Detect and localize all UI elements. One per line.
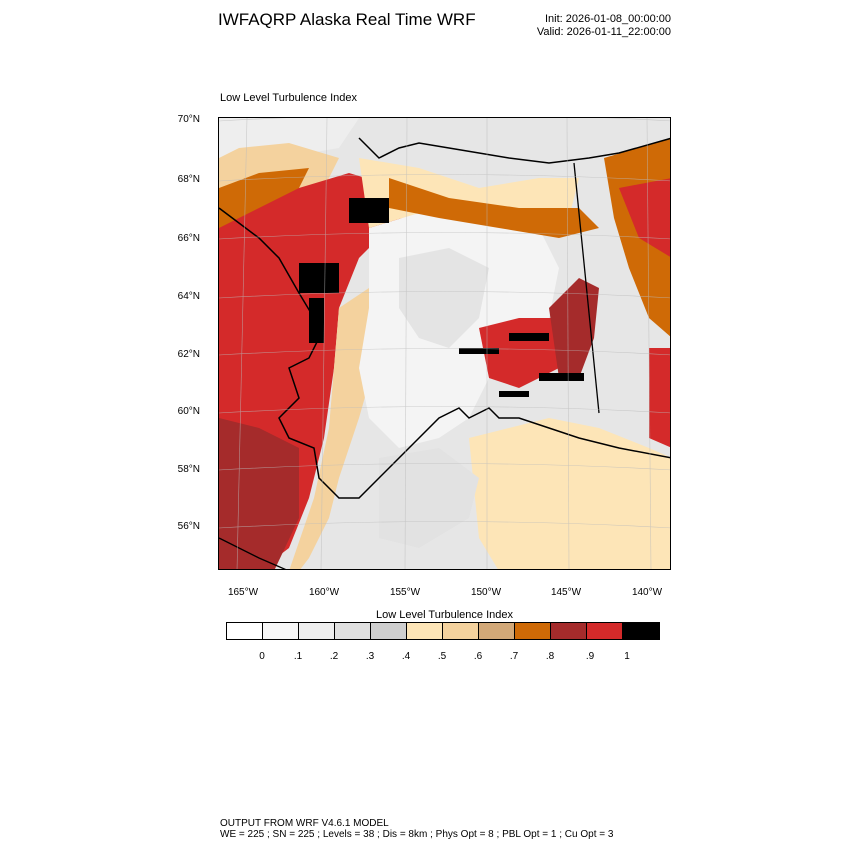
lat-label: 68°N — [177, 174, 200, 185]
lon-label: 145°W — [550, 587, 582, 598]
lon-label: 165°W — [227, 587, 259, 598]
lat-label: 64°N — [177, 291, 200, 302]
colorbar-box — [443, 623, 479, 639]
lon-label: 140°W — [631, 587, 663, 598]
field-black-streak-4 — [539, 373, 584, 381]
graticule — [219, 118, 670, 569]
colorbar — [226, 622, 660, 640]
field-gray-gulf — [379, 448, 479, 548]
colorbar-title: Low Level Turbulence Index — [376, 609, 513, 621]
footer-config: WE = 225 ; SN = 225 ; Levels = 38 ; Dis … — [220, 829, 614, 840]
lon-label: 160°W — [308, 587, 340, 598]
colorbar-box — [227, 623, 263, 639]
lat-label: 66°N — [177, 233, 200, 244]
colorbar-box — [299, 623, 335, 639]
coastline-peninsula — [219, 537, 287, 569]
lat-label: 58°N — [177, 464, 200, 475]
lat-label: 62°N — [177, 349, 200, 360]
map-field — [219, 118, 670, 569]
lon-label: 155°W — [389, 587, 421, 598]
footer-model: OUTPUT FROM WRF V4.6.1 MODEL — [220, 818, 389, 829]
border-line — [573, 162, 600, 414]
colorbar-box — [587, 623, 623, 639]
panel-title: Low Level Turbulence Index — [220, 92, 357, 104]
lat-label: 56°N — [177, 521, 200, 532]
colorbar-label: .7 — [509, 651, 519, 662]
field-orange-north — [389, 178, 599, 238]
field-darkred-east — [549, 278, 599, 378]
coastline-north — [358, 137, 670, 164]
colorbar-box — [371, 623, 407, 639]
field-black-streak-2 — [509, 333, 549, 341]
field-black-west-2 — [309, 298, 324, 343]
colorbar-label: 0 — [259, 651, 265, 662]
colorbar-box — [335, 623, 371, 639]
field-tan-southeast — [469, 418, 670, 569]
field-darkred-sw — [219, 418, 299, 569]
lat-label: 70°N — [177, 114, 200, 125]
field-tan-coast — [289, 288, 379, 569]
lon-label: 150°W — [470, 587, 502, 598]
coastline-south — [219, 207, 670, 499]
colorbar-box — [407, 623, 443, 639]
field-black-west — [299, 263, 339, 293]
colorbar-box — [263, 623, 299, 639]
valid-time: Valid: 2026-01-11_22:00:00 — [536, 26, 671, 38]
field-red-far-east — [619, 178, 670, 257]
colorbar-label: .9 — [585, 651, 595, 662]
colorbar-label: 1 — [624, 651, 630, 662]
init-time: Init: 2026-01-08_00:00:00 — [545, 13, 671, 25]
colorbar-label: .6 — [473, 651, 483, 662]
lat-label: 60°N — [177, 406, 200, 417]
field-red-southeast — [649, 348, 670, 448]
turbulence-map — [218, 117, 671, 570]
colorbar-label: .2 — [329, 651, 339, 662]
colorbar-label: .3 — [365, 651, 375, 662]
colorbar-label: .8 — [545, 651, 555, 662]
field-interior-gray — [399, 248, 489, 348]
main-title: IWFAQRP Alaska Real Time WRF — [218, 10, 476, 29]
colorbar-label: .4 — [401, 651, 411, 662]
field-nw-light — [219, 118, 359, 198]
colorbar-label: .1 — [293, 651, 303, 662]
field-black-streak-3 — [499, 391, 529, 397]
colorbar-label: .5 — [437, 651, 447, 662]
colorbar-box — [551, 623, 587, 639]
colorbar-box — [479, 623, 515, 639]
colorbar-box — [623, 623, 659, 639]
colorbar-box — [515, 623, 551, 639]
field-black-north — [349, 198, 389, 223]
field-black-streak-1 — [459, 348, 499, 354]
